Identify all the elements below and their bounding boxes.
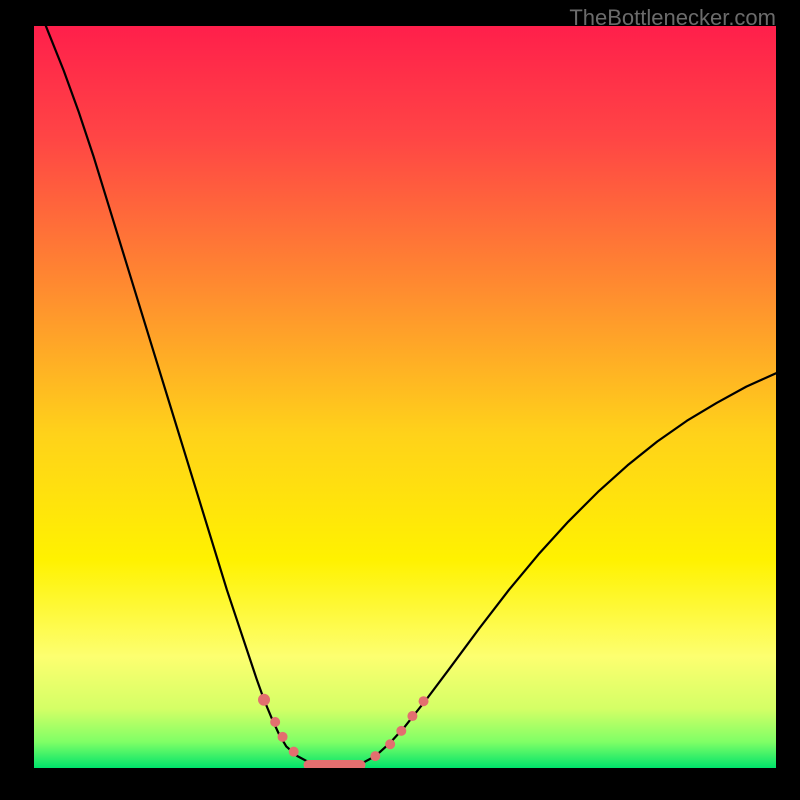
valley-marker-left [270, 717, 280, 727]
valley-marker-right [407, 711, 417, 721]
valley-marker-right [419, 696, 429, 706]
valley-marker-right [370, 751, 380, 761]
chart-plot-area [34, 26, 776, 768]
valley-marker-right [385, 739, 395, 749]
valley-marker-left [289, 747, 299, 757]
gradient-background [34, 26, 776, 768]
valley-marker-left [278, 732, 288, 742]
valley-marker-left [258, 694, 270, 706]
watermark: TheBottlenecker.com [569, 5, 776, 31]
watermark-text: TheBottlenecker.com [569, 5, 776, 30]
bottleneck-chart [34, 26, 776, 768]
valley-marker-right [396, 726, 406, 736]
